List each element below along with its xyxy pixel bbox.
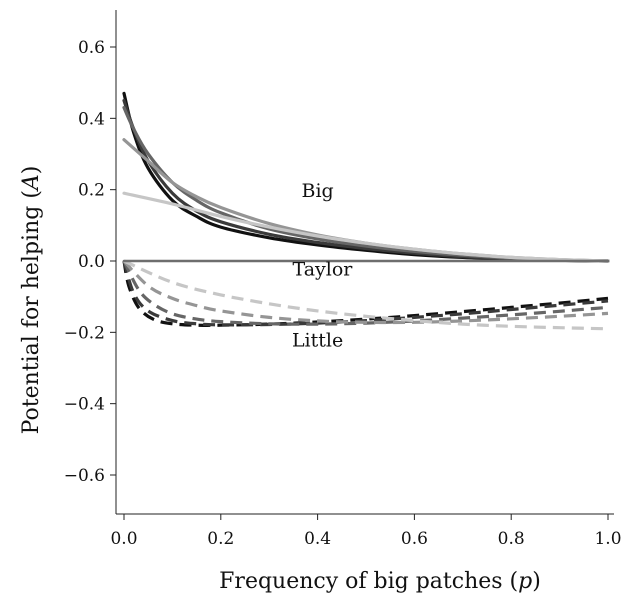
series-line-little-9 xyxy=(122,259,609,325)
series-line-big-0 xyxy=(122,91,610,263)
x-tick-label: 0.6 xyxy=(401,529,428,549)
annotation-label: Taylor xyxy=(293,258,354,280)
x-tick-label: 0.8 xyxy=(498,529,525,549)
y-tick-label: −0.2 xyxy=(64,323,105,343)
y-tick-label: −0.6 xyxy=(64,466,105,486)
x-tick-label: 0.2 xyxy=(207,529,234,549)
y-tick-label: 0.6 xyxy=(78,38,105,58)
y-tick-label: 0.0 xyxy=(78,252,105,272)
y-ticks: 0.6 0.4 0.2 0.0 −0.2 −0.4 −0.6 xyxy=(64,38,116,486)
y-tick-label: 0.4 xyxy=(78,109,105,129)
axes xyxy=(115,10,614,515)
series-layer xyxy=(122,91,610,331)
x-tick-label: 1.0 xyxy=(594,529,621,549)
annotation-label: Big xyxy=(301,180,333,202)
series-line-big-2 xyxy=(122,106,610,263)
x-axis-title-close: ) xyxy=(532,569,541,594)
y-tick-label: −0.4 xyxy=(64,395,105,415)
y-axis-title-var: A xyxy=(19,174,44,192)
annotation-label: Little xyxy=(292,330,343,352)
annotation-layer: Big Taylor Little xyxy=(292,180,353,352)
y-axis-title-close: ) xyxy=(19,166,44,175)
x-axis-title: Frequency of big patches (p) xyxy=(219,569,541,594)
series-line-little-8 xyxy=(122,260,609,326)
y-axis-title-main: Potential for helping ( xyxy=(19,190,44,434)
series-line-big-4 xyxy=(122,191,610,263)
y-axis-title: Potential for helping (A) xyxy=(19,166,44,435)
x-tick-label: 0.4 xyxy=(304,529,331,549)
series-line-big-1 xyxy=(122,98,610,263)
y-tick-label: 0.2 xyxy=(78,181,105,201)
series-line-little-10 xyxy=(123,259,609,331)
x-axis-title-main: Frequency of big patches ( xyxy=(219,569,518,594)
x-axis-title-var: p xyxy=(518,569,532,594)
series-line-little-7 xyxy=(122,260,609,327)
x-ticks: 0.0 0.2 0.4 0.6 0.8 1.0 xyxy=(110,514,622,549)
x-tick-label: 0.0 xyxy=(110,529,137,549)
